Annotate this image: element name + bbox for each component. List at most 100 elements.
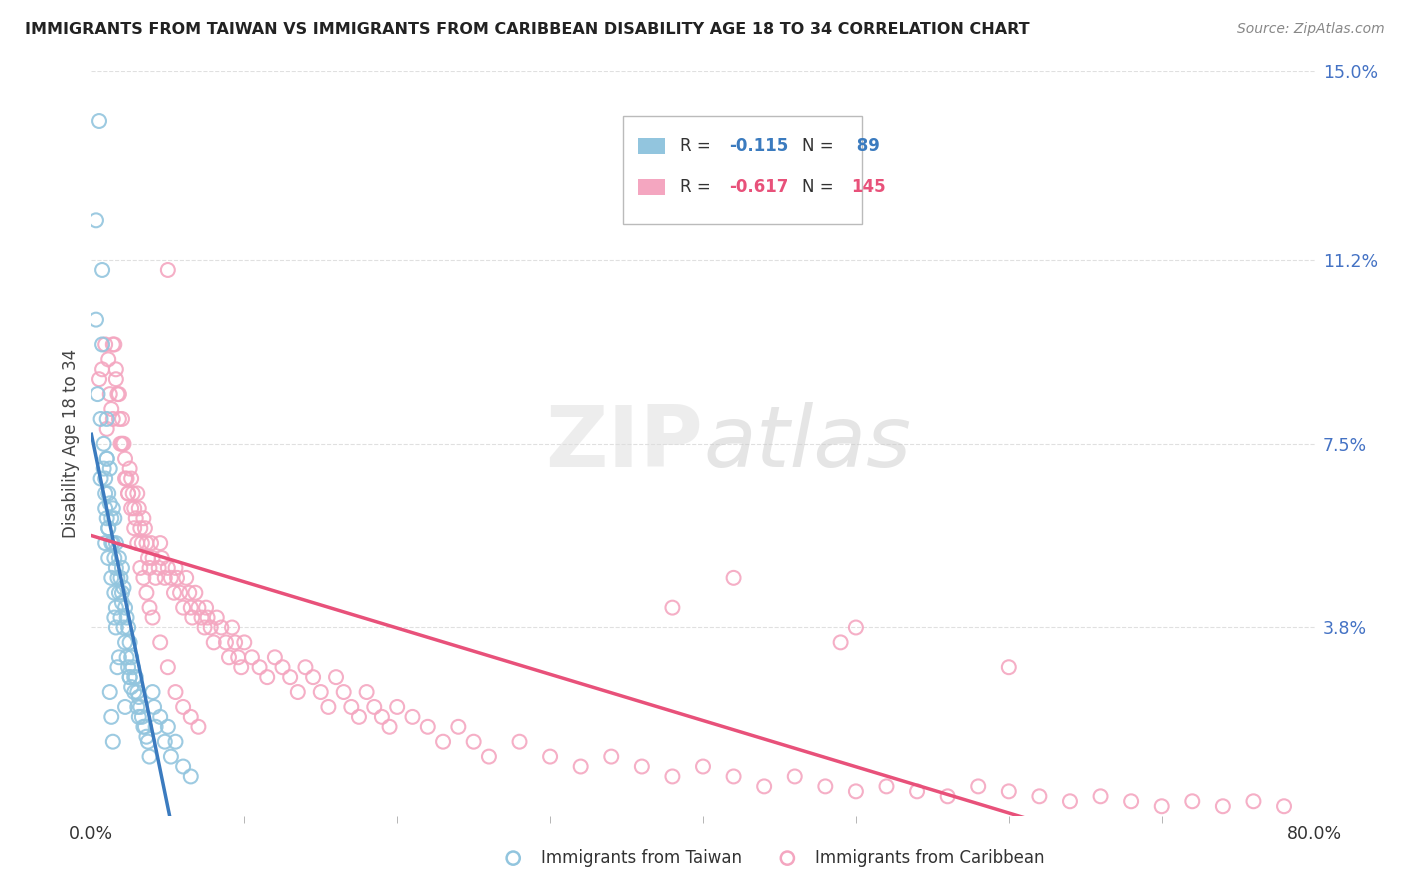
- Point: [112, 620, 135, 634]
- Point: [101, 412, 124, 426]
- Point: [754, 780, 776, 794]
- FancyBboxPatch shape: [638, 137, 665, 154]
- Point: [114, 600, 136, 615]
- Point: [98, 461, 121, 475]
- Point: [135, 586, 157, 600]
- Point: [131, 710, 153, 724]
- Point: [86, 387, 108, 401]
- Point: [221, 620, 243, 634]
- Point: [94, 471, 117, 485]
- Point: [94, 486, 117, 500]
- Point: [218, 650, 240, 665]
- Point: [114, 700, 136, 714]
- Point: [202, 635, 225, 649]
- Point: [378, 720, 401, 734]
- Point: [169, 586, 191, 600]
- Point: [145, 571, 167, 585]
- Point: [347, 710, 370, 724]
- Point: [149, 710, 172, 724]
- Point: [416, 720, 439, 734]
- Point: [160, 571, 183, 585]
- Point: [135, 536, 157, 550]
- Point: [134, 521, 156, 535]
- Point: [129, 700, 152, 714]
- Point: [108, 412, 131, 426]
- FancyBboxPatch shape: [638, 178, 665, 195]
- Point: [103, 610, 125, 624]
- Point: [108, 551, 131, 566]
- Point: [149, 635, 172, 649]
- Point: [118, 670, 141, 684]
- Point: [94, 501, 117, 516]
- Point: [97, 551, 120, 566]
- Point: [165, 561, 187, 575]
- Point: [538, 749, 561, 764]
- Point: [998, 660, 1021, 674]
- Point: [125, 511, 148, 525]
- Point: [156, 263, 179, 277]
- Point: [129, 521, 152, 535]
- Point: [125, 670, 148, 684]
- FancyBboxPatch shape: [623, 116, 862, 224]
- Point: [121, 486, 143, 500]
- Point: [340, 700, 363, 714]
- Point: [103, 586, 125, 600]
- Point: [98, 496, 121, 510]
- Text: IMMIGRANTS FROM TAIWAN VS IMMIGRANTS FROM CARIBBEAN DISABILITY AGE 18 TO 34 CORR: IMMIGRANTS FROM TAIWAN VS IMMIGRANTS FRO…: [25, 22, 1031, 37]
- Point: [200, 620, 222, 634]
- Text: -0.617: -0.617: [728, 178, 787, 196]
- Point: [1059, 794, 1081, 808]
- Point: [97, 521, 120, 535]
- Point: [127, 685, 149, 699]
- Point: [132, 511, 155, 525]
- Point: [115, 471, 138, 485]
- Point: [332, 685, 354, 699]
- Point: [723, 571, 745, 585]
- Point: [110, 436, 132, 450]
- Point: [120, 650, 142, 665]
- Point: [631, 759, 654, 773]
- Point: [197, 610, 219, 624]
- Point: [156, 720, 179, 734]
- Point: [96, 451, 118, 466]
- Point: [103, 551, 125, 566]
- Point: [111, 412, 134, 426]
- Point: [122, 685, 145, 699]
- Point: [96, 451, 118, 466]
- Point: [256, 670, 278, 684]
- Point: [661, 769, 683, 783]
- Point: [100, 511, 122, 525]
- Point: [661, 600, 683, 615]
- Point: [148, 561, 170, 575]
- Point: [998, 784, 1021, 798]
- Point: [145, 720, 167, 734]
- Point: [128, 710, 150, 724]
- Point: [187, 720, 209, 734]
- Point: [104, 362, 127, 376]
- Point: [264, 650, 287, 665]
- Point: [371, 710, 394, 724]
- Point: [114, 635, 136, 649]
- Point: [165, 685, 187, 699]
- Point: [172, 700, 194, 714]
- Point: [122, 501, 145, 516]
- Point: [100, 571, 122, 585]
- Point: [98, 387, 121, 401]
- Point: [120, 680, 142, 694]
- Point: [138, 600, 160, 615]
- Point: [104, 600, 127, 615]
- Point: [1150, 799, 1173, 814]
- Point: [118, 635, 141, 649]
- Point: [692, 759, 714, 773]
- Point: [96, 422, 118, 436]
- Text: R =: R =: [679, 136, 716, 155]
- Point: [91, 337, 114, 351]
- Point: [103, 511, 125, 525]
- Point: [179, 586, 201, 600]
- Point: [117, 620, 139, 634]
- Point: [94, 337, 117, 351]
- Point: [120, 471, 142, 485]
- Text: Immigrants from Taiwan: Immigrants from Taiwan: [541, 849, 742, 867]
- Point: [111, 561, 134, 575]
- Point: [845, 784, 868, 798]
